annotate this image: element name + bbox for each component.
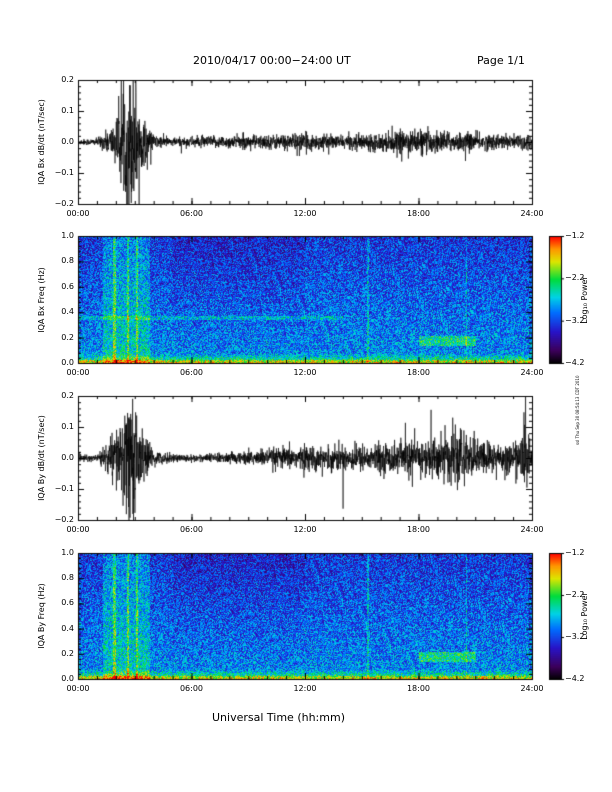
x-tick-label: 18:00: [406, 368, 431, 377]
colorbar-label: Log₁₀ Power: [580, 275, 589, 324]
x-tick-label: 06:00: [179, 209, 204, 218]
y-tick-label: 0.0: [61, 137, 74, 146]
x-tick-label: 24:00: [520, 368, 544, 377]
x-tick-label: 06:00: [179, 684, 204, 693]
x-axis-title: Universal Time (hh:mm): [212, 711, 345, 724]
y-tick-label: 0.2: [61, 648, 74, 658]
x-tick-label: 12:00: [293, 684, 317, 693]
colorbar-tick-label: −1.2: [565, 231, 585, 240]
x-tick-label: 24:00: [520, 684, 544, 693]
x-tick-label: 00:00: [66, 368, 90, 377]
y-tick-label: −0.1: [54, 168, 74, 177]
x-tick-label: 18:00: [406, 209, 431, 218]
colorbar-tick-label: −3.2: [565, 315, 585, 325]
y-axis-label: IQA Bx Freq (Hz): [37, 266, 46, 333]
y-tick-label: 0.6: [61, 281, 74, 291]
x-tick-label: 06:00: [179, 368, 204, 377]
colorbar-tick-label: −4.2: [565, 674, 585, 683]
y-tick-label: 1.0: [61, 231, 74, 240]
y-tick-label: 0.8: [61, 256, 74, 266]
y-tick-label: 0.0: [61, 453, 74, 462]
colorbar-tick-label: −3.2: [565, 632, 585, 641]
y-axis-label: IQA Bx dB/dt (nT/sec): [37, 99, 46, 185]
x-tick-label: 06:00: [179, 525, 204, 534]
x-tick-label: 24:00: [520, 525, 544, 534]
x-tick-label: 00:00: [66, 209, 90, 218]
x-tick-label: 00:00: [66, 525, 90, 534]
colorbar-tick-label: −1.2: [565, 548, 585, 557]
y-tick-label: −0.2: [54, 199, 74, 208]
colorbar-tick-label: −2.2: [565, 590, 585, 599]
y-tick-label: 0.2: [61, 391, 74, 400]
x-tick-label: 18:00: [406, 525, 431, 534]
colorbar-tick-label: −2.2: [565, 273, 585, 283]
y-tick-label: 0.8: [61, 573, 74, 583]
x-tick-label: 00:00: [66, 684, 90, 693]
y-tick-label: 0.2: [61, 75, 74, 84]
x-tick-label: 12:00: [293, 368, 317, 377]
y-tick-label: −0.1: [54, 484, 74, 493]
x-tick-label: 24:00: [520, 209, 544, 218]
x-tick-label: 12:00: [293, 209, 317, 218]
page-number: Page 1/1: [477, 54, 525, 67]
page-title: 2010/04/17 00:00−24:00 UT: [193, 54, 351, 67]
y-tick-label: 0.4: [61, 623, 74, 633]
y-axis-label: IQA By Freq (Hz): [37, 583, 46, 649]
y-tick-label: 0.4: [61, 307, 74, 317]
y-tick-label: 1.0: [61, 548, 74, 557]
y-tick-label: 0.2: [61, 332, 74, 342]
y-tick-label: 0.1: [61, 422, 74, 431]
x-tick-label: 18:00: [406, 684, 431, 693]
y-tick-label: −0.2: [54, 515, 74, 524]
colorbar-tick-label: −4.2: [565, 358, 585, 367]
timestamp-note: ssl Thu Sep 30 08:54:13 CDT 2010: [575, 375, 580, 445]
colorbar-label: Log₁₀ Power: [580, 592, 589, 640]
y-tick-label: 0.1: [61, 106, 74, 115]
y-axis-label: IQA By dB/dt (nT/sec): [37, 415, 46, 501]
x-tick-label: 12:00: [293, 525, 317, 534]
y-tick-label: 0.0: [61, 358, 74, 367]
y-tick-label: 0.6: [61, 598, 74, 608]
y-tick-label: 0.0: [61, 674, 74, 683]
